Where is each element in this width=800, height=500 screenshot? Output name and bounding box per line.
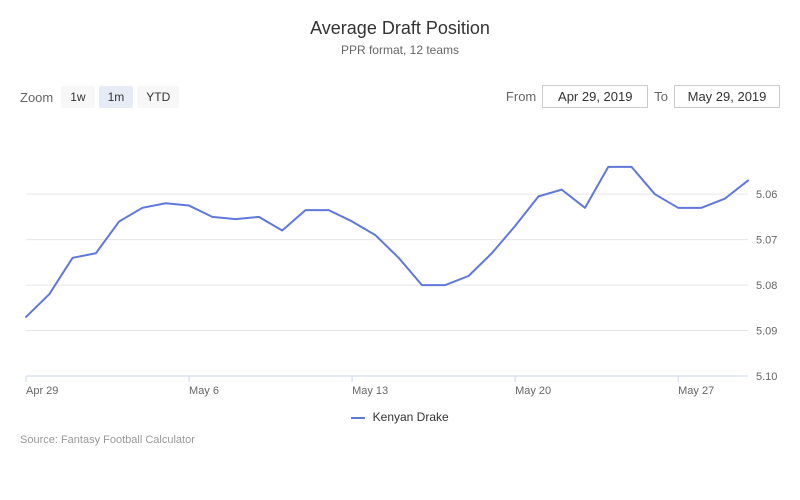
- credits: Source: Fantasy Football Calculator: [10, 434, 790, 446]
- legend-swatch: [351, 417, 365, 419]
- chart-title: Average Draft Position: [10, 18, 790, 39]
- zoom-button-ytd[interactable]: YTD: [137, 86, 179, 108]
- svg-text:5.06: 5.06: [756, 189, 777, 201]
- plot-area: 5.06 5.07 5.08 5.09 5.10 Apr 29 May 6 May 13 May…: [22, 122, 778, 402]
- svg-text:5.10: 5.10: [756, 371, 777, 383]
- chart-subtitle: PPR format, 12 teams: [10, 43, 790, 57]
- svg-text:May 20: May 20: [515, 385, 551, 397]
- svg-text:May 6: May 6: [189, 385, 219, 397]
- chart-container: Average Draft Position PPR format, 12 te…: [0, 0, 800, 500]
- to-label: To: [654, 89, 668, 104]
- date-range-group: From To: [506, 85, 780, 108]
- chart-svg: 5.06 5.07 5.08 5.09 5.10 Apr 29 May 6 May 13 May…: [22, 122, 798, 402]
- svg-text:5.09: 5.09: [756, 326, 777, 338]
- svg-text:May 13: May 13: [352, 385, 388, 397]
- svg-text:5.08: 5.08: [756, 280, 777, 292]
- svg-text:Apr 29: Apr 29: [26, 385, 58, 397]
- zoom-button-1m[interactable]: 1m: [99, 86, 134, 108]
- from-date-input[interactable]: [542, 85, 648, 108]
- svg-text:May 27: May 27: [678, 385, 714, 397]
- zoom-button-1w[interactable]: 1w: [61, 86, 94, 108]
- legend-series-label: Kenyan Drake: [373, 410, 449, 424]
- zoom-label: Zoom: [20, 90, 53, 105]
- from-label: From: [506, 89, 536, 104]
- controls-row: Zoom 1w 1m YTD From To: [10, 85, 790, 108]
- to-date-input[interactable]: [674, 85, 780, 108]
- svg-text:5.07: 5.07: [756, 235, 777, 247]
- legend[interactable]: Kenyan Drake: [10, 410, 790, 424]
- zoom-group: Zoom 1w 1m YTD: [20, 86, 179, 108]
